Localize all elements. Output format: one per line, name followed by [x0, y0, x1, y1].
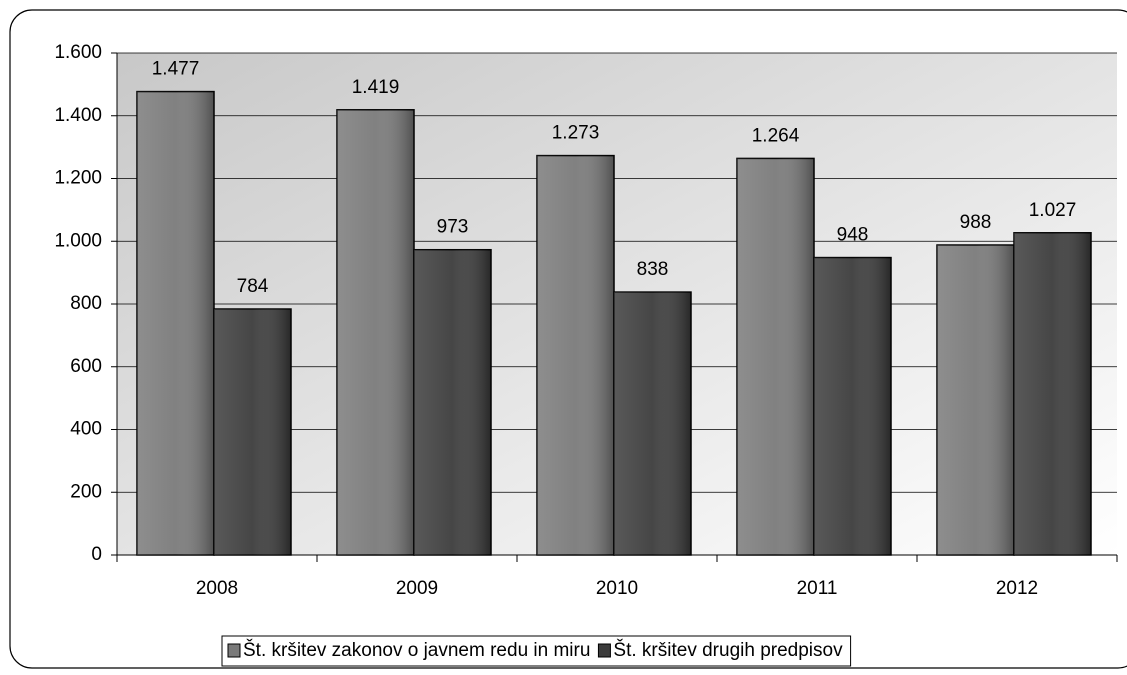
data-label: 1.477 [152, 59, 200, 80]
data-label: 1.273 [552, 123, 600, 144]
legend-box [221, 635, 852, 667]
y-tick-label: 1.400 [54, 105, 102, 126]
legend-label: Št. kršitev drugih predpisov [613, 639, 843, 661]
y-tick-label: 800 [70, 293, 102, 314]
bar [736, 157, 815, 556]
y-tick-label: 0 [91, 544, 102, 565]
data-label: 838 [637, 259, 669, 280]
bar [413, 248, 492, 556]
legend-swatch [597, 643, 611, 658]
y-tick-label: 600 [70, 356, 102, 377]
data-label: 1.419 [352, 77, 400, 98]
x-tick-label: 2010 [596, 578, 638, 599]
bar [813, 256, 892, 556]
x-tick-label: 2008 [196, 578, 238, 599]
x-tick-label: 2009 [396, 578, 438, 599]
bar [1013, 232, 1092, 556]
y-tick-label: 200 [70, 481, 102, 502]
y-tick-label: 400 [70, 419, 102, 440]
y-tick-label: 1.200 [54, 168, 102, 189]
x-tick-label: 2012 [996, 578, 1038, 599]
bar [613, 291, 692, 556]
data-label: 973 [437, 217, 469, 238]
bar [536, 154, 615, 556]
x-tick-label: 2011 [797, 578, 838, 599]
data-label: 784 [237, 276, 269, 297]
data-label: 1.264 [752, 125, 800, 146]
data-label: 1.027 [1029, 200, 1077, 221]
bar [936, 244, 1015, 556]
data-label: 988 [960, 212, 992, 233]
legend-label: Št. kršitev zakonov o javnem redu in mir… [243, 639, 590, 661]
bar [136, 90, 215, 556]
chart-frame [9, 9, 1127, 669]
bar [213, 308, 292, 556]
y-tick-label: 1.600 [54, 42, 102, 63]
bar [336, 109, 415, 556]
data-label: 948 [837, 225, 869, 246]
legend-swatch [227, 643, 241, 658]
y-tick-label: 1.000 [54, 230, 102, 251]
